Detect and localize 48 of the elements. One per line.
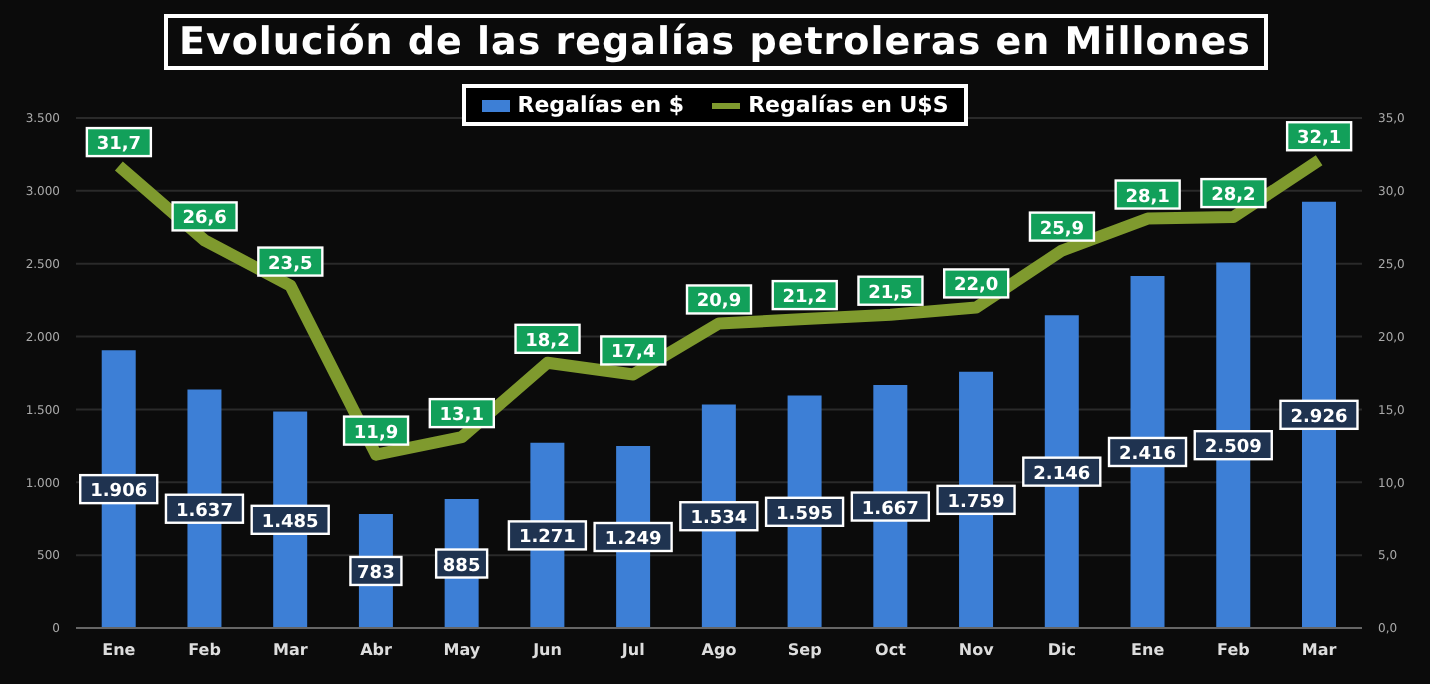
data-label: 1.249	[604, 530, 662, 550]
x-tick-label: Abr	[360, 641, 393, 660]
data-label: 28,2	[1211, 186, 1256, 207]
data-label: 31,7	[96, 135, 142, 156]
x-tick-label: Nov	[958, 641, 996, 660]
data-label: 13,1	[439, 406, 485, 427]
data-label: 28,1	[1125, 187, 1170, 208]
x-tick-label: Oct	[875, 641, 907, 660]
data-label: 11,9	[353, 423, 399, 444]
x-tick-label: Jun	[531, 641, 563, 660]
data-label: 1.906	[90, 482, 148, 503]
data-label: 1.534	[690, 509, 748, 530]
data-label: 23,5	[268, 254, 313, 275]
x-tick-label: Feb	[188, 641, 222, 660]
data-label: 25,9	[1039, 219, 1085, 240]
chart-title: Evolución de las regalías petroleras en Millones	[163, 14, 1267, 70]
legend-label: Regalías en U$S	[746, 92, 949, 118]
data-label: 26,6	[182, 209, 227, 230]
x-tick-label: Feb	[1217, 641, 1251, 660]
x-tick-label: Jul	[619, 641, 646, 660]
data-label: 2.926	[1290, 407, 1348, 428]
x-tick-label: Ene	[1131, 641, 1166, 660]
data-label: 1.637	[175, 501, 233, 522]
x-tick-label: Ago	[701, 641, 738, 660]
x-tick-label: Ene	[102, 641, 137, 660]
x-tick-label: Mar	[1301, 641, 1337, 660]
data-label: 18,2	[525, 331, 570, 352]
data-label: 1.759	[947, 492, 1005, 513]
data-label: 20,9	[696, 292, 742, 313]
data-label: 885	[442, 556, 481, 577]
data-label: 1.595	[776, 504, 834, 525]
x-tick-label: Sep	[787, 641, 823, 660]
x-tick-label: Dic	[1047, 641, 1077, 660]
legend-label: Regalías en $	[515, 92, 685, 118]
data-label: 1.271	[518, 528, 576, 549]
data-label: 2.416	[1119, 444, 1176, 465]
x-tick-label: Mar	[273, 641, 308, 660]
data-label: 2.146	[1033, 464, 1091, 485]
data-label: 1.485	[261, 512, 319, 533]
data-label: 17,4	[611, 343, 656, 364]
x-tick-label: May	[443, 641, 482, 660]
data-label: 783	[357, 563, 395, 584]
data-label: 1.667	[861, 499, 919, 520]
data-label: 32,1	[1296, 129, 1342, 150]
data-label: 2.509	[1204, 438, 1262, 459]
data-label: 21,5	[868, 283, 913, 304]
data-label: 21,2	[782, 288, 827, 309]
data-label: 22,0	[953, 276, 999, 297]
